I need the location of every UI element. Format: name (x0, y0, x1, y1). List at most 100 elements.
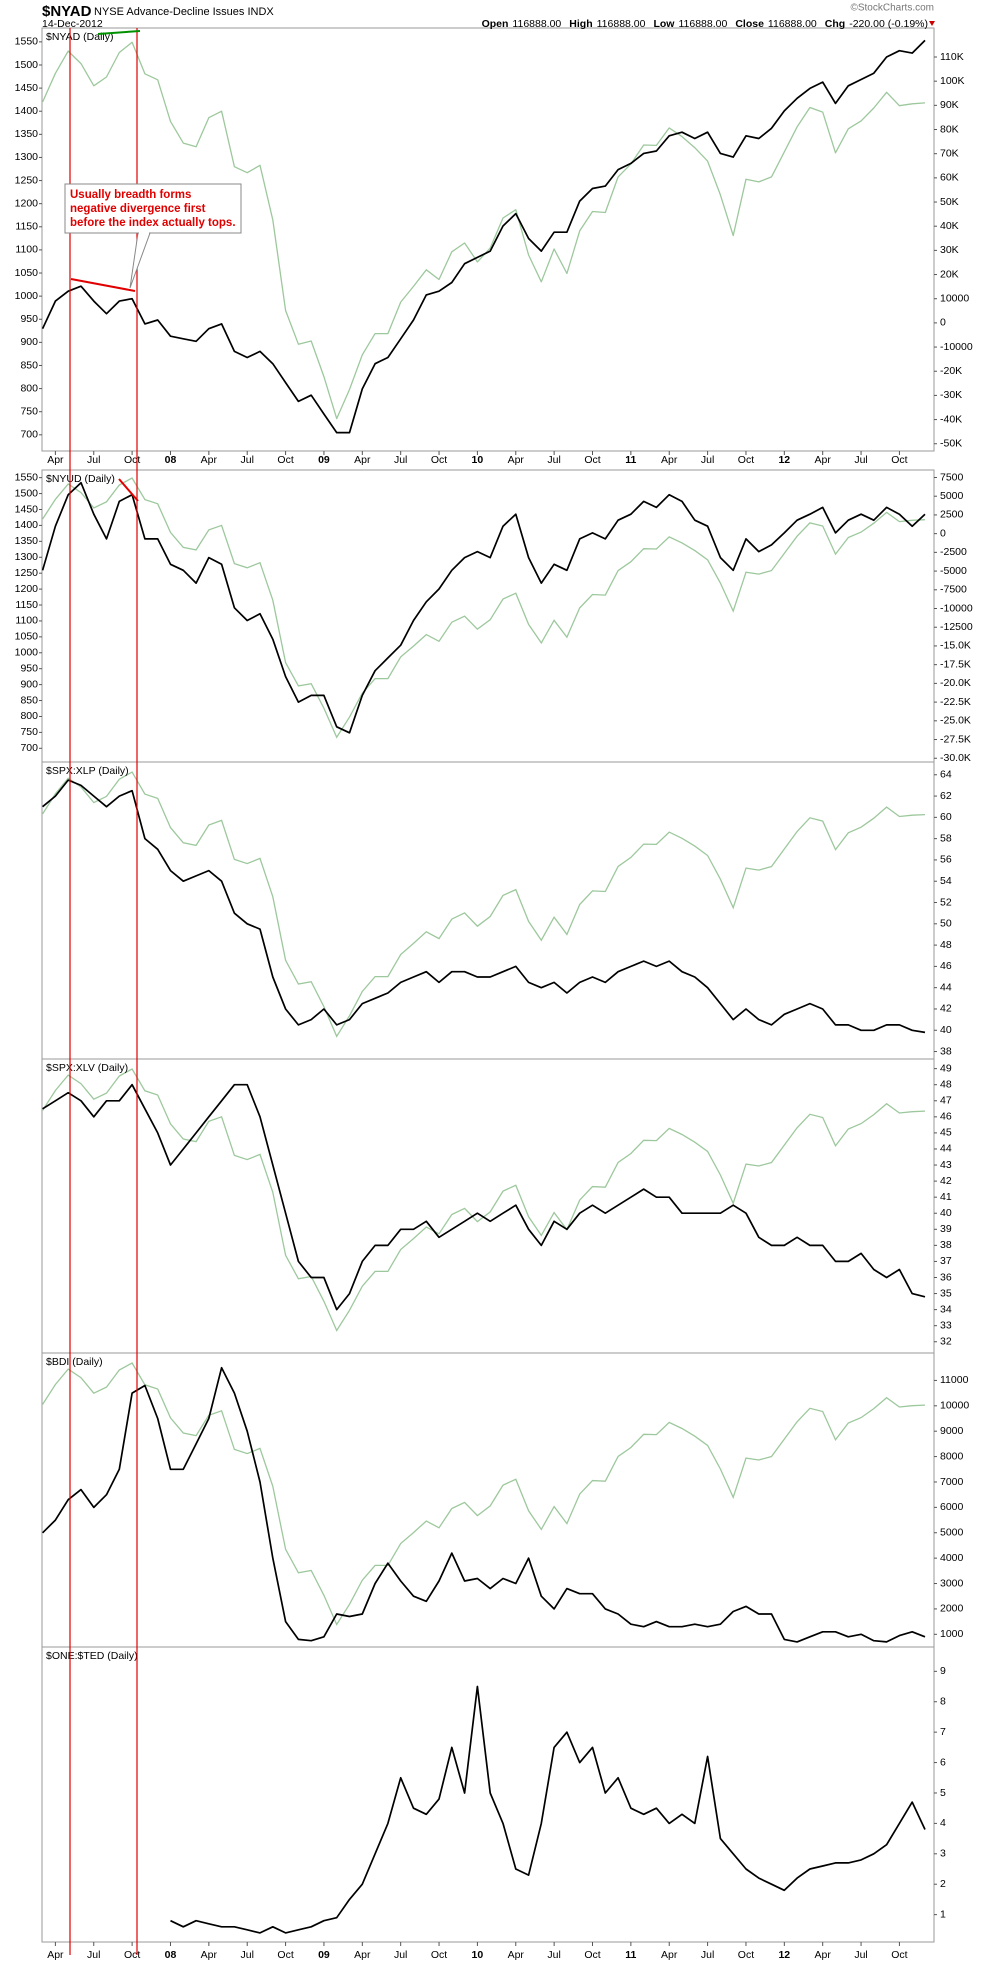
y-tick-label: 900 (20, 336, 38, 348)
y2-tick-label: 42 (940, 1003, 952, 1015)
x-tick-label: Oct (277, 454, 293, 466)
panel-title: $SPX:XLP (Daily) (46, 765, 129, 777)
y2-tick-label: 50K (940, 196, 959, 208)
y-tick-label: 1200 (15, 197, 39, 209)
y-tick-label: 750 (20, 726, 38, 738)
y-tick-label: 1550 (15, 36, 39, 48)
series-line (170, 1685, 926, 1934)
y2-tick-label: 42 (940, 1175, 952, 1187)
x-tick-label: Apr (201, 454, 218, 466)
overlay-line (42, 1362, 926, 1626)
series-line (42, 1083, 926, 1311)
quote-label: Open (482, 18, 509, 30)
y2-tick-label: 58 (940, 832, 952, 844)
y2-tick-label: -15.0K (940, 640, 971, 652)
y-tick-label: 1350 (15, 128, 39, 140)
y2-tick-label: -27.5K (940, 733, 971, 745)
x-tick-label: Oct (431, 454, 447, 466)
y2-tick-label: 4000 (940, 1552, 964, 1564)
y-tick-label: 950 (20, 662, 38, 674)
panel-title: $ONE:$TED (Daily) (46, 1650, 138, 1662)
y2-tick-label: 38 (940, 1045, 952, 1057)
y2-tick-label: 62 (940, 790, 952, 802)
y-tick-label: 750 (20, 405, 38, 417)
panel-frame (41, 27, 935, 452)
quote-value: -220.00 (-0.19%) (849, 18, 928, 30)
y2-tick-label: 54 (940, 875, 952, 887)
y2-tick-label: 6 (940, 1756, 946, 1768)
y2-tick-label: 41 (940, 1191, 952, 1203)
quote-label: Low (653, 18, 675, 30)
y2-tick-label: 47 (940, 1095, 952, 1107)
x-tick-label: Jul (394, 1949, 407, 1961)
y2-tick-label: 64 (940, 769, 952, 781)
y2-tick-label: 5000 (940, 1527, 964, 1539)
y2-tick-label: 11000 (940, 1374, 969, 1386)
y-tick-label: 1300 (15, 151, 39, 163)
date: 14-Dec-2012 (42, 18, 103, 30)
y-tick-label: 1350 (15, 535, 39, 547)
panel-frame (41, 469, 935, 763)
y2-tick-label: -10000 (940, 341, 973, 353)
down-marker (929, 21, 935, 26)
y2-tick-label: -10000 (940, 602, 973, 614)
y2-tick-label: -40K (940, 413, 962, 425)
source: ©StockCharts.com (850, 3, 934, 14)
y2-tick-label: 2 (940, 1878, 946, 1890)
x-tick-label: Apr (47, 1949, 64, 1961)
x-tick-label: 09 (318, 454, 330, 466)
y2-tick-label: 3000 (940, 1577, 964, 1589)
y2-tick-label: 44 (940, 981, 952, 993)
panel-title: $SPX:XLV (Daily) (46, 1062, 128, 1074)
x-tick-label: Jul (701, 454, 714, 466)
y2-tick-label: -20K (940, 365, 962, 377)
y2-tick-label: 5000 (940, 490, 964, 502)
y2-tick-label: 7000 (940, 1476, 964, 1488)
x-tick-label: Apr (201, 1949, 218, 1961)
series-line (42, 1366, 926, 1643)
y2-tick-label: 39 (940, 1223, 952, 1235)
panel-frame (41, 1646, 935, 1943)
y2-tick-label: 56 (940, 854, 952, 866)
y-tick-label: 1400 (15, 519, 39, 531)
x-tick-label: Jul (854, 1949, 867, 1961)
y-tick-label: 1100 (15, 615, 38, 627)
x-tick-label: Apr (354, 454, 371, 466)
x-tick-label: Apr (815, 454, 832, 466)
x-tick-label: 12 (778, 1949, 790, 1961)
y2-tick-label: 5 (940, 1787, 946, 1799)
y2-tick-label: 60 (940, 811, 952, 823)
y2-tick-label: -5000 (940, 565, 967, 577)
x-tick-label: 11 (625, 1949, 636, 1961)
y2-tick-label: 40 (940, 1207, 952, 1219)
y2-tick-label: 43 (940, 1159, 952, 1171)
symbol-name: NYSE Advance-Decline Issues INDX (94, 6, 274, 18)
y2-tick-label: -2500 (940, 546, 967, 558)
x-tick-label: Jul (547, 1949, 560, 1961)
series-line (41, 39, 926, 434)
x-tick-label: Apr (508, 454, 525, 466)
y-tick-label: 1000 (15, 647, 39, 659)
y2-tick-label: 1000 (940, 1628, 964, 1640)
y-tick-label: 850 (20, 359, 38, 371)
callout-text: negative divergence first (70, 203, 206, 215)
panel-title: $NYUD (Daily) (46, 473, 115, 485)
y2-tick-label: 2000 (940, 1603, 964, 1615)
x-tick-label: Jul (394, 454, 407, 466)
y2-tick-label: 9000 (940, 1425, 964, 1437)
y2-tick-label: -20.0K (940, 677, 971, 689)
y2-tick-label: 60K (940, 172, 959, 184)
panel-title: $NYAD (Daily) (46, 31, 113, 43)
y2-tick-label: 33 (940, 1319, 952, 1331)
x-tick-label: Jul (87, 1949, 100, 1961)
y2-tick-label: 50 (940, 918, 952, 930)
y2-tick-label: 70K (940, 147, 959, 159)
x-tick-label: Apr (354, 1949, 371, 1961)
y2-tick-label: -50K (940, 438, 962, 450)
y2-tick-label: 110K (940, 51, 964, 63)
quote-label: Chg (825, 18, 845, 30)
y2-tick-label: 20K (940, 268, 959, 280)
y2-tick-label: 34 (940, 1303, 952, 1315)
